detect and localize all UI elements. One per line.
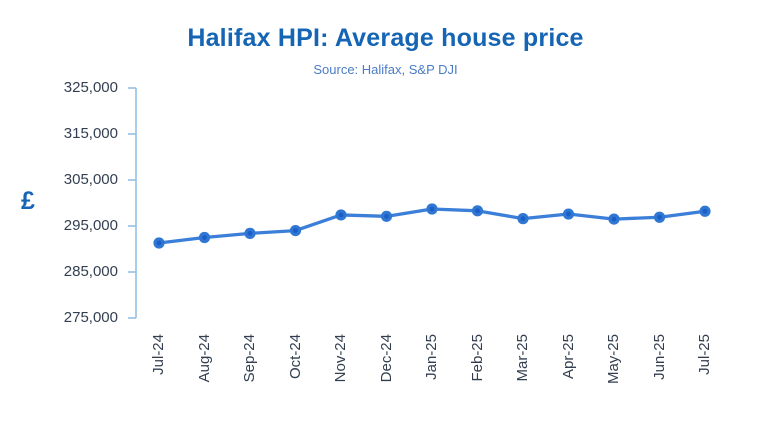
x-axis-tick-label: Oct-24 [286, 334, 304, 380]
x-axis-tick-label: Aug-24 [195, 334, 213, 383]
x-axis-tick-label: May-25 [605, 334, 622, 385]
data-point-core [520, 216, 526, 222]
y-axis-tick-label: 275,000 [63, 309, 118, 326]
x-axis-tick-label: Apr-25 [559, 334, 577, 380]
data-point-core [293, 228, 298, 234]
data-point-core [247, 230, 253, 236]
data-point-core [429, 206, 435, 212]
y-axis-tick-label: 325,000 [63, 79, 118, 96]
x-axis-tick-label: Sep-24 [241, 334, 258, 383]
data-point-core [384, 213, 389, 219]
x-axis-tick-label: Jul-25 [696, 334, 713, 375]
x-axis-tick-label: Jul-24 [150, 334, 167, 375]
data-point-core [202, 235, 207, 240]
data-point-core [566, 211, 571, 217]
y-axis-unit-label: £ [21, 187, 35, 215]
x-axis-tick-label: Jan-25 [423, 334, 440, 380]
data-point-core [475, 208, 480, 214]
x-axis-tick-label: Jun-25 [650, 334, 668, 380]
data-point-core [156, 240, 162, 246]
chart-title: Halifax HPI: Average house price [187, 24, 584, 52]
x-axis-tick-label: Feb-25 [468, 334, 486, 382]
chart-source: Source: Halifax, S&P DJI [313, 62, 458, 77]
y-axis-tick-label: 305,000 [63, 171, 118, 188]
y-axis-tick-label: 295,000 [63, 217, 118, 234]
y-axis-tick-label: 285,000 [63, 263, 118, 280]
data-point-core [657, 214, 662, 220]
data-point-core [702, 208, 708, 214]
x-axis-tick-label: Mar-25 [514, 334, 531, 382]
y-axis-tick-label: 315,000 [63, 125, 118, 142]
x-axis-tick-label: Nov-24 [332, 334, 349, 383]
x-axis-tick-label: Dec-24 [377, 334, 395, 383]
data-point-core [611, 216, 617, 222]
data-point-core [338, 212, 344, 218]
